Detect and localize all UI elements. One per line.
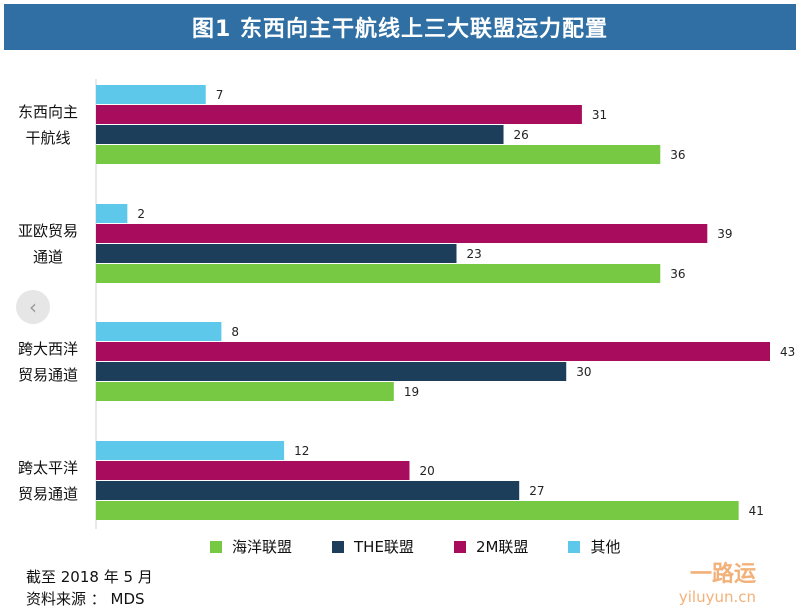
footnote-source: 资料来源 ： MDS bbox=[26, 590, 145, 608]
bar-3-1 bbox=[96, 461, 410, 480]
bar-3-0 bbox=[96, 441, 285, 460]
footnote-date: 截至 2018 年 5 月 bbox=[26, 568, 153, 586]
legend-item-other: 其他 bbox=[568, 536, 620, 557]
data-label: 23 bbox=[467, 247, 482, 261]
data-label: 36 bbox=[670, 148, 685, 162]
bar-0-2 bbox=[96, 125, 504, 144]
legend-swatch bbox=[332, 540, 345, 553]
title-banner: 图1 东西向主干航线上三大联盟运力配置 bbox=[4, 4, 796, 50]
data-label: 27 bbox=[529, 484, 544, 498]
legend-item-the: THE联盟 bbox=[332, 536, 414, 557]
chevron-left-icon: ‹ bbox=[29, 295, 37, 319]
footnote: 截至 2018 年 5 月 资料来源 ： MDS bbox=[26, 566, 153, 610]
watermark: 一路运 yiluyun.cn bbox=[679, 556, 756, 606]
legend-item-2m: 2M联盟 bbox=[453, 536, 529, 557]
legend-swatch bbox=[210, 540, 222, 553]
data-label: 39 bbox=[717, 227, 732, 241]
bar-3-3 bbox=[96, 501, 739, 520]
bar-2-3 bbox=[96, 382, 394, 401]
title-bar: 图1 东西向主干航线上三大联盟运力配置 bbox=[0, 0, 800, 54]
data-label: 12 bbox=[294, 444, 309, 458]
legend-label: 2M联盟 bbox=[475, 538, 529, 556]
bar-1-1 bbox=[96, 224, 708, 243]
bar-1-2 bbox=[96, 244, 457, 263]
legend-label: THE联盟 bbox=[354, 538, 414, 556]
data-label: 19 bbox=[404, 385, 419, 399]
bar-0-3 bbox=[96, 145, 661, 164]
bar-2-2 bbox=[96, 362, 567, 381]
chart-title: 图1 东西向主干航线上三大联盟运力配置 bbox=[192, 17, 608, 42]
watermark-brand: 一路运 bbox=[689, 562, 756, 587]
bar-3-2 bbox=[96, 481, 520, 500]
category-label: 跨大西洋贸易通道 bbox=[18, 340, 78, 384]
legend-label: 海洋联盟 bbox=[232, 538, 293, 556]
legend-label: 其他 bbox=[590, 538, 621, 556]
data-label: 41 bbox=[749, 504, 764, 518]
chart-legend: 海洋联盟 THE联盟 2M联盟 其他 bbox=[210, 536, 620, 557]
watermark-url: yiluyun.cn bbox=[678, 588, 756, 606]
data-label: 7 bbox=[216, 88, 224, 102]
data-label: 26 bbox=[514, 128, 529, 142]
data-label: 20 bbox=[419, 464, 434, 478]
data-label: 30 bbox=[576, 365, 591, 379]
bar-2-1 bbox=[96, 342, 770, 361]
data-label: 31 bbox=[592, 108, 607, 122]
bar-0-0 bbox=[96, 85, 206, 104]
bar-1-3 bbox=[96, 264, 661, 283]
data-label: 43 bbox=[780, 345, 795, 359]
bar-0-1 bbox=[96, 105, 582, 124]
bar-2-0 bbox=[96, 322, 222, 341]
category-label: 东西向主干航线 bbox=[18, 103, 78, 147]
legend-swatch bbox=[568, 540, 581, 553]
data-label: 2 bbox=[137, 207, 145, 221]
data-label: 36 bbox=[670, 267, 685, 281]
prev-slide-button[interactable]: ‹ bbox=[16, 290, 50, 324]
data-label: 8 bbox=[231, 325, 239, 339]
legend-item-ocean: 海洋联盟 bbox=[210, 536, 292, 557]
legend-swatch bbox=[453, 540, 466, 553]
bar-1-0 bbox=[96, 204, 128, 223]
category-label: 亚欧贸易通道 bbox=[18, 222, 78, 266]
bar-chart: 7 31 26 36 东西向主干航线 2 39 23 36 亚欧贸易通道 8 43 30 19 跨大西洋贸易… bbox=[18, 79, 795, 529]
category-label: 跨太平洋贸易通道 bbox=[18, 459, 78, 503]
